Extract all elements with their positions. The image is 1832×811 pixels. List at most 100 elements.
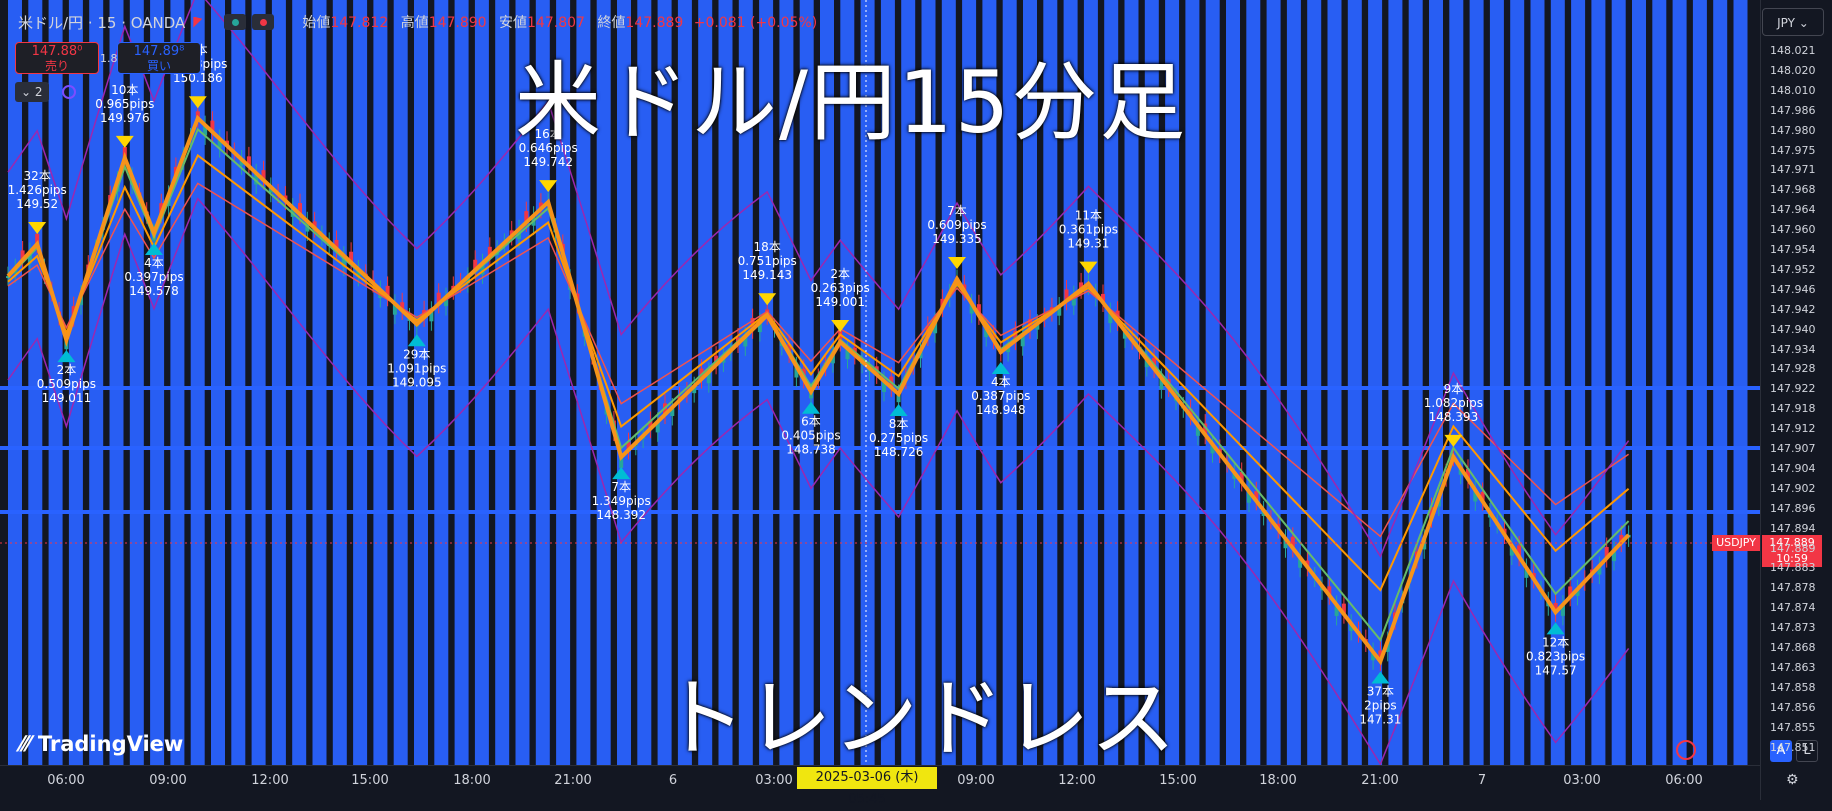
candle-body bbox=[1195, 425, 1200, 436]
candle-body bbox=[254, 173, 259, 185]
swing-label-line: 0.646pips bbox=[519, 141, 578, 155]
candle-body bbox=[1057, 306, 1062, 316]
candle-body bbox=[1334, 604, 1339, 616]
buy-button[interactable]: 147.89⁸ 買い bbox=[117, 42, 201, 74]
time-tick: 12:00 bbox=[1058, 773, 1096, 788]
candle-body bbox=[1013, 330, 1018, 341]
swing-label-line: 11本 bbox=[1075, 209, 1102, 223]
low-label: 安値 bbox=[499, 15, 528, 31]
candle-body bbox=[480, 263, 485, 275]
visibility-icon[interactable] bbox=[62, 85, 76, 99]
candle-body bbox=[487, 246, 492, 257]
swing-label-line: 7本 bbox=[947, 204, 967, 218]
candle-body bbox=[203, 125, 208, 136]
price-tick: 147.912 bbox=[1770, 422, 1816, 436]
swing-label-line: 6本 bbox=[801, 415, 821, 429]
candle-body bbox=[538, 202, 543, 209]
swing-label-line: 10本 bbox=[111, 83, 138, 97]
moving-average-1 bbox=[7, 127, 1630, 642]
settings-gear-icon[interactable]: ⚙ bbox=[1786, 772, 1799, 788]
swing-label-line: 2pips bbox=[1364, 698, 1396, 712]
bollinger-band-1 bbox=[7, 197, 1630, 766]
swing-label-line: 7本 bbox=[611, 480, 631, 494]
candle-body bbox=[1604, 546, 1609, 559]
candle-body bbox=[217, 138, 222, 149]
swing-label-line: 16本 bbox=[535, 127, 562, 141]
swing-label-line: 0.405pips bbox=[781, 429, 840, 443]
buy-price: 147.89⁸ bbox=[133, 44, 185, 59]
time-tick: 03:00 bbox=[755, 773, 793, 788]
candle-body bbox=[969, 303, 974, 314]
bollinger-band-0 bbox=[7, 0, 1630, 559]
swing-label-line: 149.742 bbox=[523, 155, 573, 169]
price-tick: 148.021 bbox=[1770, 44, 1816, 57]
candle-body bbox=[1101, 293, 1105, 303]
tradingview-logo[interactable]: ⁄⁄⁄ TradingView bbox=[20, 732, 184, 756]
layers-toggle[interactable]: ⌄ 2 bbox=[15, 82, 49, 102]
flag-icon[interactable] bbox=[193, 16, 203, 28]
candle-body bbox=[1553, 602, 1558, 613]
sell-button[interactable]: 147.88⁰ 売り bbox=[15, 42, 99, 74]
symbol-label[interactable]: 米ドル/円 · 15 · OANDA bbox=[18, 13, 186, 32]
candle-body bbox=[838, 330, 843, 343]
down-marker bbox=[1444, 434, 1463, 447]
swing-label-line: 149.143 bbox=[742, 268, 792, 282]
candle-body bbox=[1560, 604, 1565, 616]
crosshair-date: 2025-03-06 (木) 05:45 bbox=[797, 767, 937, 807]
overlay-subtitle: トレンドレス bbox=[660, 669, 1176, 769]
up-marker bbox=[802, 401, 820, 414]
price-tick: 147.934 bbox=[1770, 342, 1816, 356]
currency-label: JPY bbox=[1777, 16, 1795, 30]
auto-scale-button[interactable]: A bbox=[1770, 740, 1792, 762]
candle-body bbox=[1203, 423, 1208, 435]
swing-label-line: 2本 bbox=[830, 267, 850, 281]
candle-body bbox=[1290, 536, 1295, 549]
price-axis[interactable] bbox=[1760, 0, 1832, 800]
up-marker bbox=[57, 350, 76, 363]
swing-label-line: 4本 bbox=[991, 375, 1011, 389]
swing-label-line: 148.726 bbox=[874, 445, 924, 459]
swing-label-line: 149.011 bbox=[42, 391, 92, 405]
log-scale-button[interactable]: L bbox=[1796, 740, 1818, 762]
candle-body bbox=[524, 211, 529, 223]
chart-header: 米ドル/円 · 15 · OANDA 始値147.812 高値147.890 安… bbox=[0, 0, 1760, 44]
swing-label-line: 12本 bbox=[1542, 635, 1569, 649]
red-dot-icon[interactable] bbox=[252, 14, 275, 30]
candle-body bbox=[1349, 623, 1354, 631]
flash-icon[interactable] bbox=[1676, 740, 1696, 760]
currency-button[interactable]: JPY ⌄ bbox=[1762, 8, 1824, 36]
candle-body bbox=[444, 297, 448, 307]
countdown-label: 10:59 bbox=[1762, 551, 1822, 567]
candle-body bbox=[1509, 545, 1514, 556]
candle-body bbox=[35, 233, 40, 244]
candle-body bbox=[349, 251, 354, 263]
time-tick: 03:00 bbox=[1563, 773, 1601, 788]
candle-body bbox=[933, 322, 938, 334]
down-marker bbox=[188, 96, 207, 109]
candle-body bbox=[1210, 444, 1215, 454]
time-tick: 09:00 bbox=[149, 773, 187, 788]
candle-body bbox=[1466, 468, 1470, 480]
candle-body bbox=[1006, 346, 1011, 353]
time-tick: 18:00 bbox=[453, 773, 491, 788]
sell-price: 147.88⁰ bbox=[31, 44, 83, 59]
candle-body bbox=[473, 259, 478, 270]
candle-body bbox=[1254, 491, 1259, 501]
swing-label-line: 149.335 bbox=[932, 232, 982, 246]
current-price-label: 147.889 bbox=[1762, 535, 1822, 551]
candle-body bbox=[1524, 567, 1529, 578]
candle-body bbox=[1568, 586, 1573, 597]
candle-body bbox=[743, 336, 748, 347]
spread-value: 1.8 bbox=[100, 52, 118, 65]
green-dot-icon[interactable] bbox=[224, 14, 247, 30]
up-marker bbox=[407, 334, 426, 347]
price-tick: 147.964 bbox=[1770, 203, 1816, 217]
price-tick: 147.855 bbox=[1770, 720, 1816, 734]
candle-body bbox=[246, 156, 251, 167]
time-tick: 06:00 bbox=[47, 773, 85, 788]
